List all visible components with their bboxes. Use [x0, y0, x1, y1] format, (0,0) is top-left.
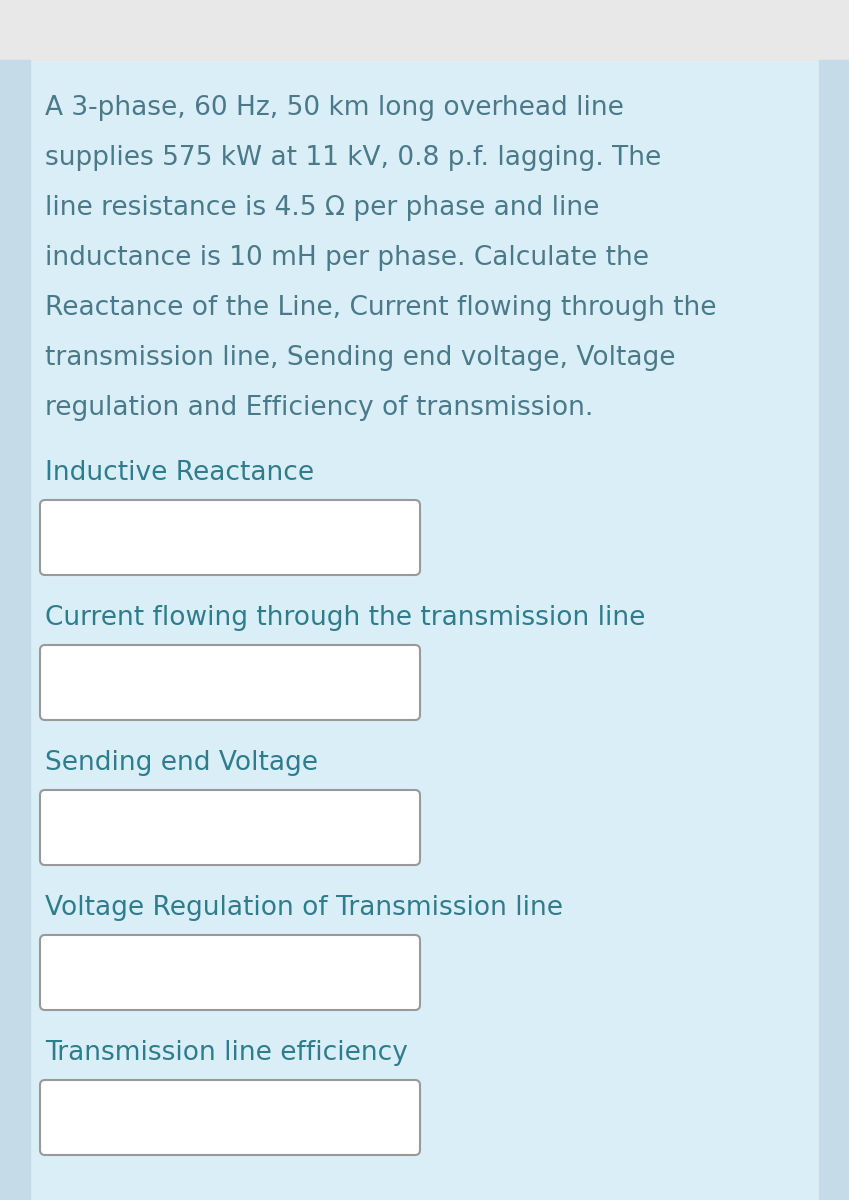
Text: line resistance is 4.5 Ω per phase and line: line resistance is 4.5 Ω per phase and l… [45, 194, 599, 221]
Text: Reactance of the Line, Current flowing through the: Reactance of the Line, Current flowing t… [45, 295, 717, 320]
FancyBboxPatch shape [40, 790, 420, 865]
Bar [0, 0, 849, 60]
FancyBboxPatch shape [40, 500, 420, 575]
Bar [0, 60, 30, 1200]
Text: regulation and Efficiency of transmission.: regulation and Efficiency of transmissio… [45, 395, 593, 421]
FancyBboxPatch shape [40, 646, 420, 720]
Bar [819, 60, 849, 1200]
Text: Sending end Voltage: Sending end Voltage [45, 750, 318, 776]
Text: inductance is 10 mH per phase. Calculate the: inductance is 10 mH per phase. Calculate… [45, 245, 649, 271]
Text: Voltage Regulation of Transmission line: Voltage Regulation of Transmission line [45, 895, 563, 922]
Text: Inductive Reactance: Inductive Reactance [45, 460, 314, 486]
Text: A 3-phase, 60 Hz, 50 km long overhead line: A 3-phase, 60 Hz, 50 km long overhead li… [45, 95, 624, 121]
FancyBboxPatch shape [40, 1080, 420, 1154]
FancyBboxPatch shape [40, 935, 420, 1010]
Text: Current flowing through the transmission line: Current flowing through the transmission… [45, 605, 645, 631]
Text: supplies 575 kW at 11 kV, 0.8 p.f. lagging. The: supplies 575 kW at 11 kV, 0.8 p.f. laggi… [45, 145, 661, 170]
Text: transmission line, Sending end voltage, Voltage: transmission line, Sending end voltage, … [45, 346, 676, 371]
Text: Transmission line efficiency: Transmission line efficiency [45, 1040, 408, 1066]
